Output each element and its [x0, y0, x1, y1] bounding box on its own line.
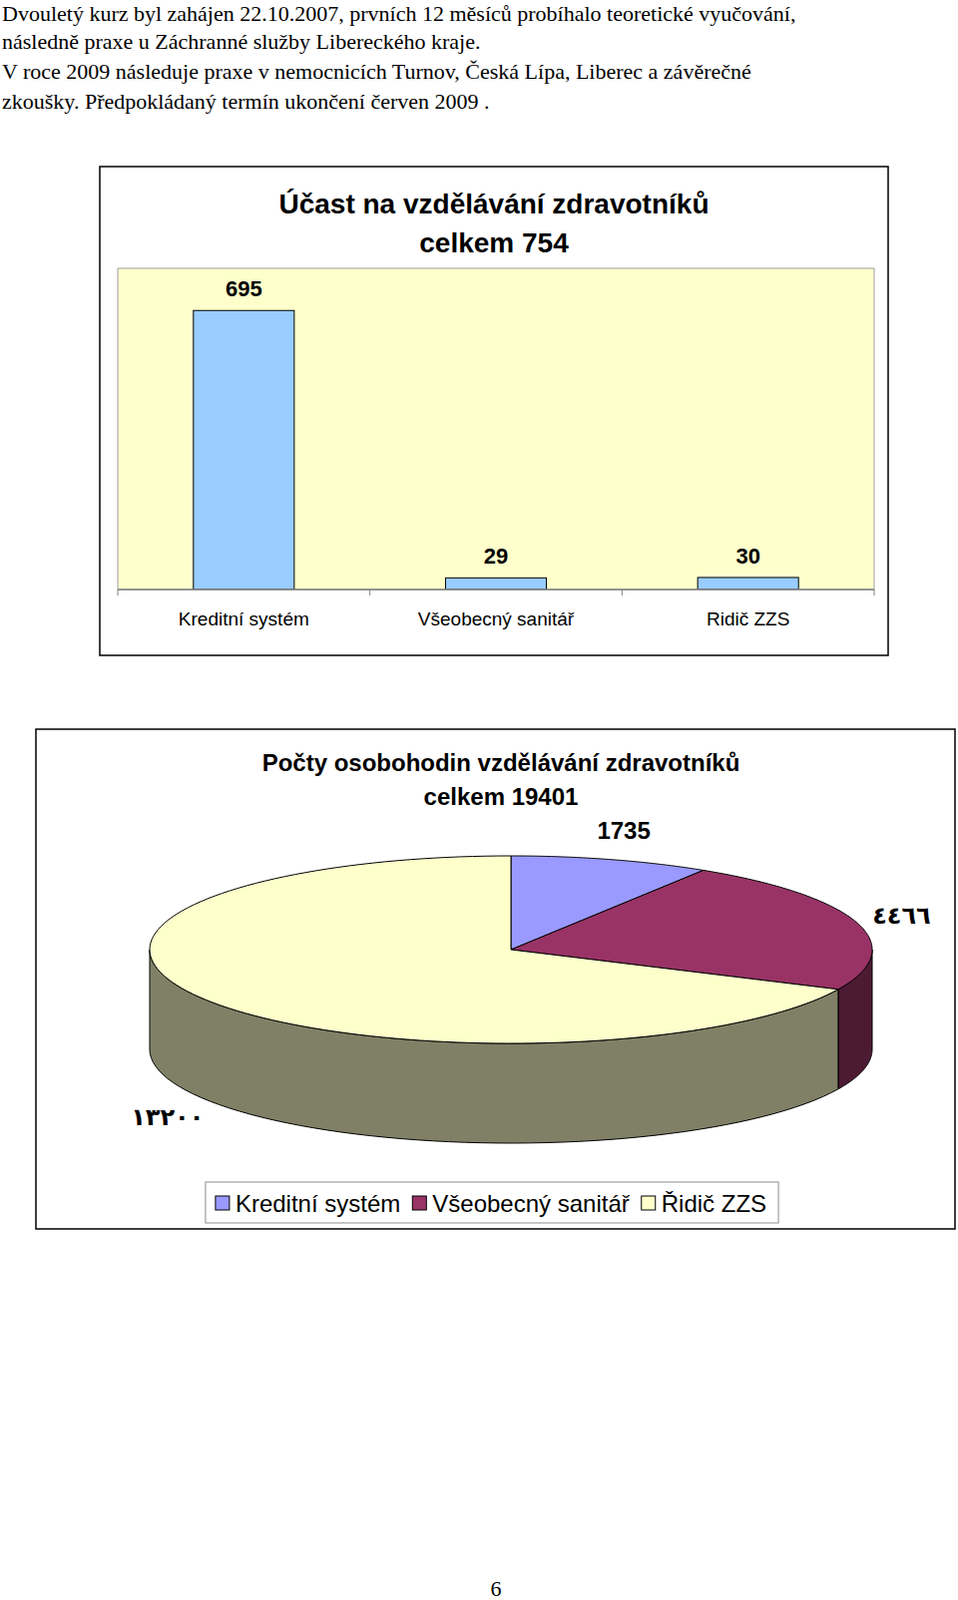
- paragraph-line: V roce 2009 následuje praxe v nemocnicíc…: [1, 58, 752, 84]
- data-label: 29: [483, 543, 508, 569]
- legend-swatch: [641, 1196, 656, 1211]
- legend-swatch: [215, 1196, 230, 1211]
- legend-box: [205, 1182, 779, 1224]
- pie-chart: Počty osobohodin vzdělávání zdravotníků c…: [35, 729, 956, 1230]
- chart-frame: [35, 729, 956, 1230]
- legend-label: Kreditní systém: [235, 1190, 401, 1218]
- data-label: 1735: [596, 817, 650, 845]
- bar: [445, 577, 546, 590]
- bar-chart: Účast na vzdělávání zdravotníků celkem 75…: [99, 166, 889, 656]
- category-label: Všeobecný sanitář: [418, 608, 575, 630]
- page-number: 6: [490, 1576, 502, 1600]
- x-tick: [621, 589, 623, 596]
- chart-title: Účast na vzdělávání zdravotníků: [278, 188, 709, 220]
- x-axis: [117, 588, 875, 591]
- slice-top: [149, 856, 839, 1044]
- category-label: Kreditní systém: [178, 608, 310, 630]
- data-label: 695: [225, 276, 263, 302]
- plot-area: [117, 268, 875, 590]
- data-label: ٤٤٦٦: [872, 902, 932, 930]
- page: Dvouletý kurz byl zahájen 22.10.2007, pr…: [0, 0, 958, 1600]
- pie-slice: [149, 856, 839, 1144]
- paragraph-line: následně praxe u Záchranné služby Libere…: [1, 28, 481, 54]
- x-tick: [117, 589, 119, 596]
- chart-title: Počty osobohodin vzdělávání zdravotníků: [262, 749, 741, 777]
- x-tick: [369, 589, 371, 596]
- chart-subtitle: celkem 754: [419, 227, 569, 259]
- legend-swatch: [412, 1196, 427, 1211]
- bars: [193, 310, 799, 590]
- paragraph-line: Dvouletý kurz byl zahájen 22.10.2007, pr…: [1, 0, 796, 26]
- paragraph-line: zkoušky. Předpokládaný termín ukončení č…: [1, 88, 490, 114]
- chart-frame: [99, 166, 889, 656]
- legend: Kreditní systém Všeobecný sanitář Řidič ZZ…: [205, 1182, 779, 1224]
- bar: [193, 310, 295, 590]
- x-tick: [874, 589, 876, 596]
- bar: [697, 577, 799, 590]
- data-label: 30: [735, 543, 760, 569]
- legend-label: Všeobecný sanitář: [432, 1190, 630, 1218]
- chart-subtitle: celkem 19401: [424, 783, 579, 811]
- legend-label: Řidič ZZS: [661, 1190, 767, 1218]
- category-label: Ridič ZZS: [706, 608, 790, 630]
- data-label: ١٣٢٠٠: [130, 1103, 204, 1131]
